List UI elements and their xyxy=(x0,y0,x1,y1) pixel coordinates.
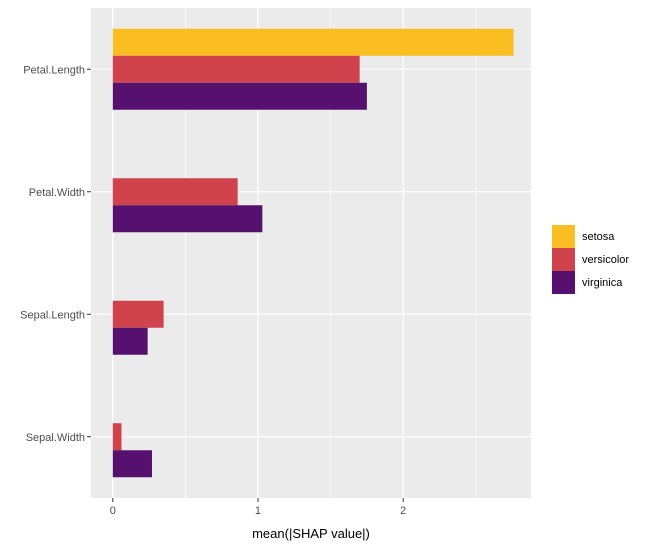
bars xyxy=(112,28,514,478)
bar-versicolor-sepal-length xyxy=(112,300,164,328)
y-axis: Petal.Length Petal.Width Sepal.Length Sepal… xyxy=(20,64,91,444)
bar-virginica-petal-length xyxy=(112,82,367,110)
bar-setosa-petal-length xyxy=(112,28,514,56)
bar-versicolor-sepal-width xyxy=(112,423,122,451)
legend-label-versicolor: versicolor xyxy=(582,254,629,266)
y-tick-label: Sepal.Width xyxy=(26,432,85,444)
y-tick-label: Sepal.Length xyxy=(20,309,85,321)
legend-label-setosa: setosa xyxy=(582,231,615,243)
bar-versicolor-petal-length xyxy=(112,55,360,83)
x-axis-title: mean(|SHAP value|) xyxy=(252,526,370,541)
y-tick-label: Petal.Length xyxy=(23,64,85,76)
legend-key-versicolor xyxy=(552,248,575,271)
y-tick-label: Petal.Width xyxy=(29,187,85,199)
bar-virginica-petal-width xyxy=(112,205,263,233)
bar-virginica-sepal-width xyxy=(112,450,152,478)
bar-virginica-sepal-length xyxy=(112,327,148,355)
bar-versicolor-petal-width xyxy=(112,178,238,206)
legend-key-virginica xyxy=(552,271,575,294)
x-tick-label: 1 xyxy=(255,505,261,517)
x-tick-label: 0 xyxy=(110,505,116,517)
x-tick-label: 2 xyxy=(400,505,406,517)
x-axis: 0 1 2 xyxy=(110,498,406,517)
legend-key-setosa xyxy=(552,225,575,248)
legend: setosa versicolor virginica xyxy=(552,225,629,294)
legend-label-virginica: virginica xyxy=(582,277,623,289)
